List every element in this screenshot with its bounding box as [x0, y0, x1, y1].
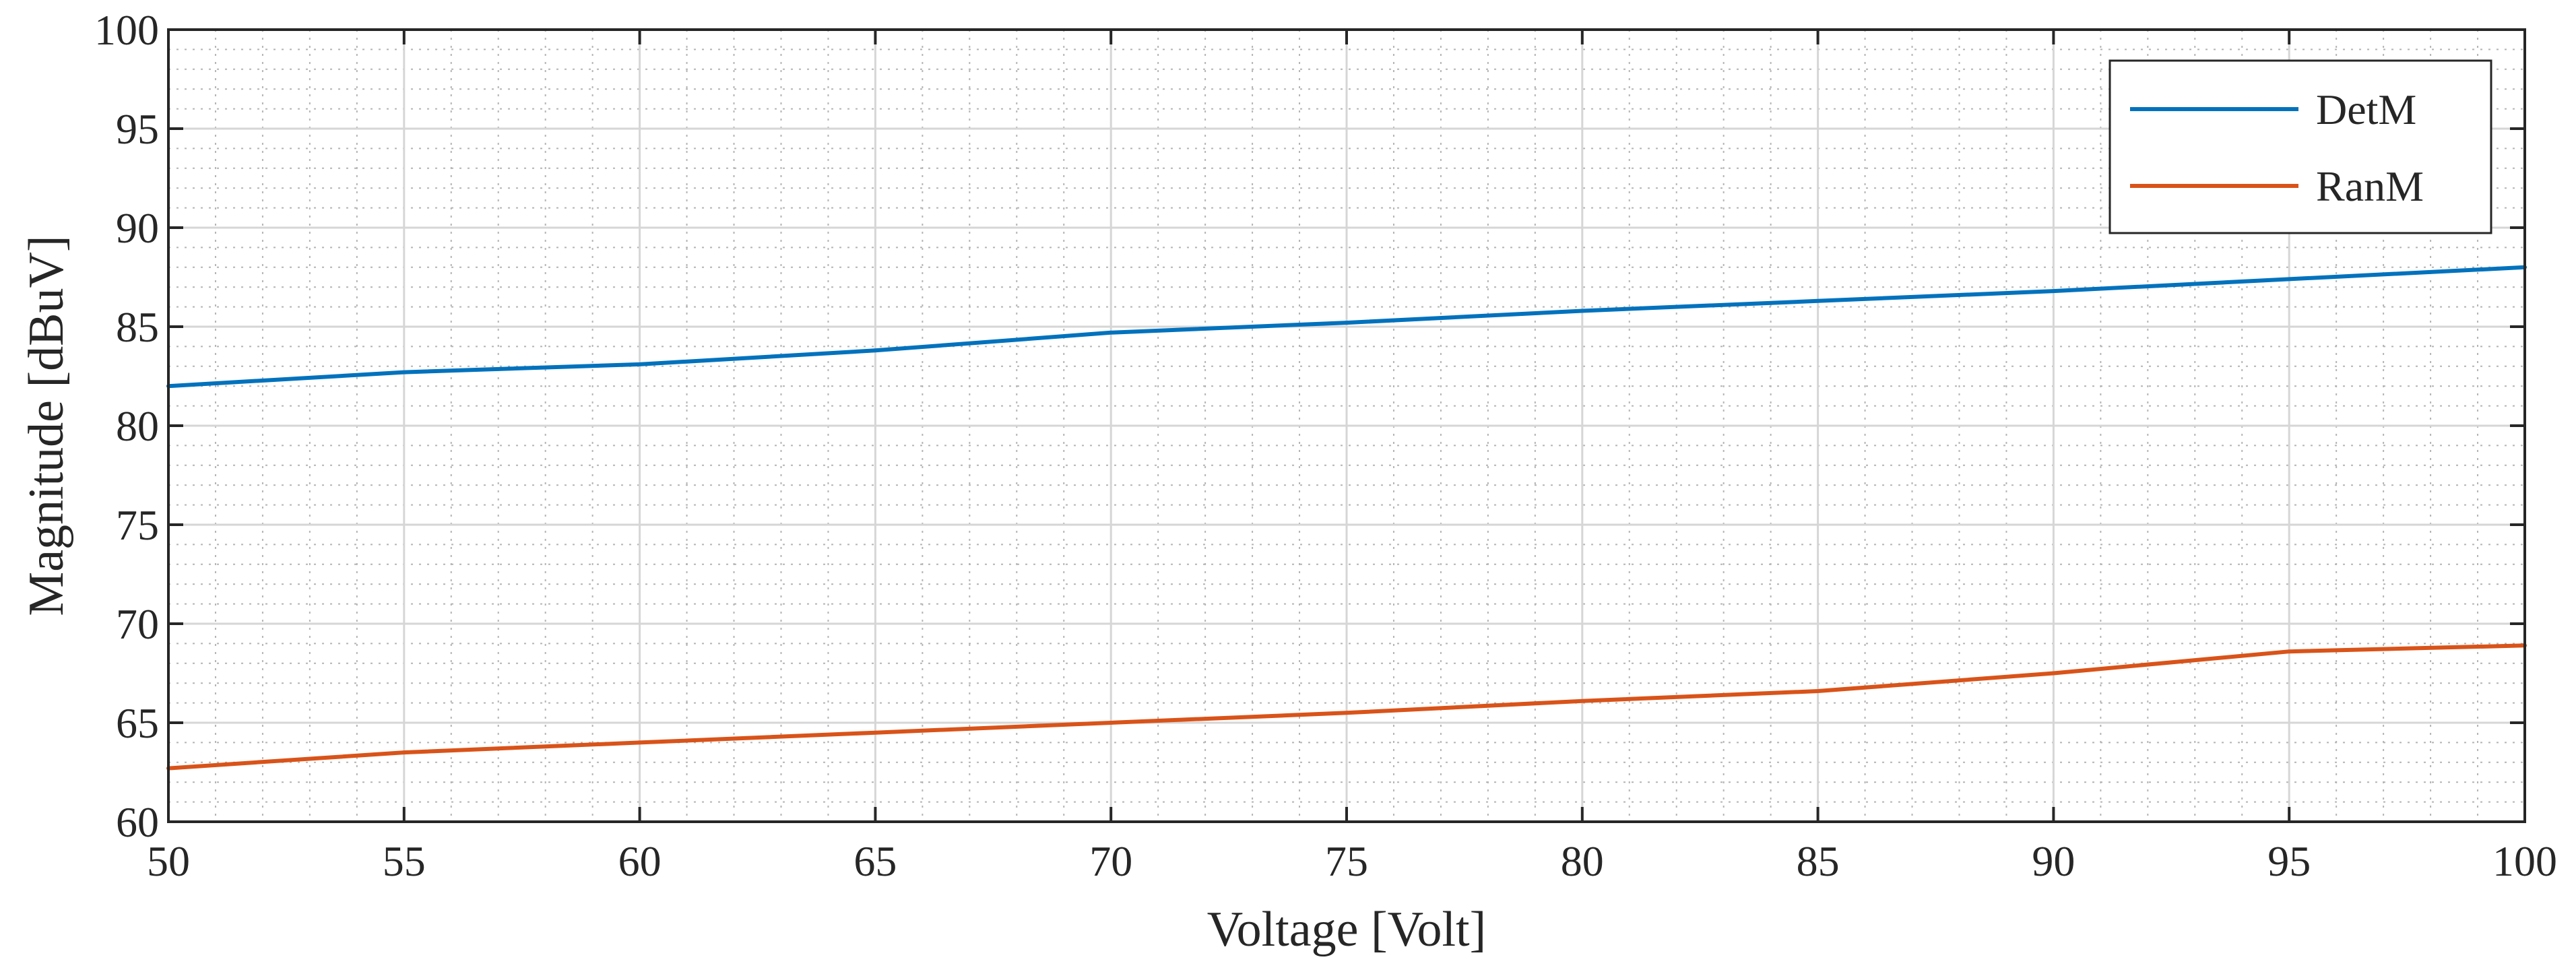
y-tick-label: 100 — [94, 6, 159, 54]
legend-label-ranm: RanM — [2316, 162, 2424, 210]
y-tick-label: 75 — [116, 501, 159, 549]
y-tick-label: 95 — [116, 105, 159, 153]
y-tick-label: 65 — [116, 699, 159, 747]
x-tick-label: 90 — [2032, 837, 2075, 885]
x-tick-label: 75 — [1325, 837, 1368, 885]
x-tick-label: 80 — [1561, 837, 1604, 885]
x-tick-label: 95 — [2267, 837, 2311, 885]
legend: DetM RanM — [2108, 59, 2492, 234]
y-tick-label: 70 — [116, 600, 159, 648]
y-tick-label: 90 — [116, 204, 159, 252]
y-tick-label: 85 — [116, 303, 159, 351]
legend-label-detm: DetM — [2316, 86, 2416, 133]
x-tick-label: 70 — [1089, 837, 1132, 885]
x-tick-label: 85 — [1797, 837, 1840, 885]
x-tick-label: 55 — [383, 837, 426, 885]
x-tick-label: 60 — [618, 837, 662, 885]
y-tick-label: 80 — [116, 402, 159, 450]
x-tick-label: 100 — [2492, 837, 2557, 885]
x-tick-label: 50 — [147, 837, 190, 885]
series-line-detm — [166, 265, 2527, 389]
y-tick-label: 60 — [116, 798, 159, 846]
x-axis-label: Voltage [Volt] — [1207, 902, 1487, 957]
legend-box — [2108, 59, 2492, 234]
y-axis-label: Magnitude [dBuV] — [19, 235, 74, 616]
series-line-ranm — [166, 643, 2527, 771]
x-tick-label: 65 — [854, 837, 897, 885]
